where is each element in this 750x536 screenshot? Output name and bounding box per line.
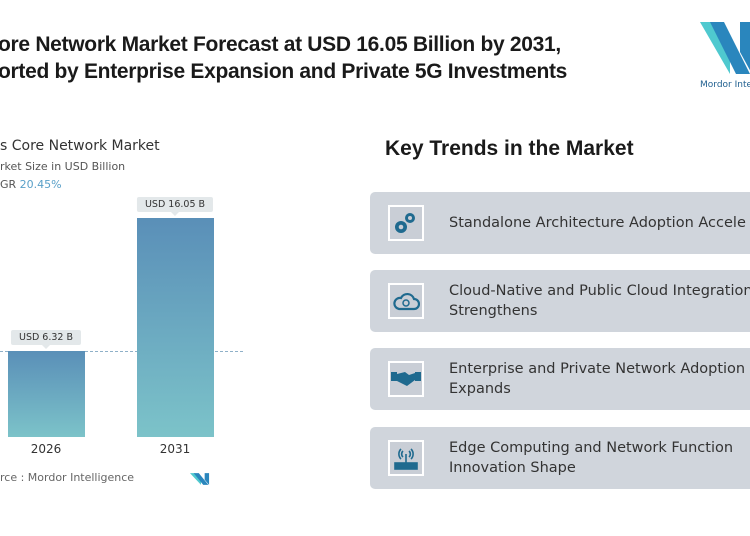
cagr-value: 20.45% [19, 178, 62, 191]
source-logo-icon [190, 470, 212, 489]
page-title-line2: orted by Enterprise Expansion and Privat… [0, 60, 568, 83]
trend-line2: Expands [449, 381, 511, 397]
trend-line2: Innovation Shape [449, 460, 576, 476]
bar-chart: USD 6.32 B 2026 USD 16.05 B 2031 [0, 0, 260, 500]
trend-text: Cloud-Native and Public Cloud Integratio… [449, 281, 750, 321]
chart-title: s Core Network Market [0, 138, 160, 154]
logo-text: Mordor Inte [700, 80, 750, 90]
cloud-sync-icon [388, 283, 424, 319]
chart-subtitle: rket Size in USD Billion [0, 160, 126, 173]
trend-line1: Standalone Architecture Adoption Accele [449, 215, 746, 231]
trend-text: Edge Computing and Network Function Innov… [449, 438, 733, 478]
mordor-logo: Mordor Inte [700, 22, 750, 92]
cagr: GR 20.45% [0, 178, 62, 191]
handshake-icon [388, 361, 424, 397]
reference-line [0, 350, 243, 352]
trend-line2: Strengthens [449, 303, 538, 319]
trend-line1: Enterprise and Private Network Adoption [449, 361, 746, 377]
data-label: USD 6.32 B [10, 329, 82, 349]
trend-text: Standalone Architecture Adoption Accele [449, 213, 746, 233]
data-label: USD 16.05 B [136, 196, 214, 216]
trend-line1: Cloud-Native and Public Cloud Integratio… [449, 283, 750, 299]
trend-line1: Edge Computing and Network Function [449, 440, 734, 456]
trend-text: Enterprise and Private Network Adoption E… [449, 359, 745, 399]
bar-2031 [136, 217, 214, 437]
x-tick-label: 2031 [159, 442, 191, 456]
trend-card: Edge Computing and Network Function Innov… [370, 427, 750, 489]
trends-heading: Key Trends in the Market [385, 137, 634, 160]
cagr-label: GR [0, 178, 17, 191]
trend-card: Standalone Architecture Adoption Accele [370, 192, 750, 254]
chart-source: rce : Mordor Intelligence [0, 471, 135, 484]
trend-card: Enterprise and Private Network Adoption E… [370, 348, 750, 410]
router-icon [388, 440, 424, 476]
trend-card: Cloud-Native and Public Cloud Integratio… [370, 270, 750, 332]
x-tick-label: 2026 [30, 442, 62, 456]
bar-2026 [7, 350, 85, 437]
page-title-line1: ore Network Market Forecast at USD 16.05… [0, 33, 561, 56]
gears-icon [388, 205, 424, 241]
